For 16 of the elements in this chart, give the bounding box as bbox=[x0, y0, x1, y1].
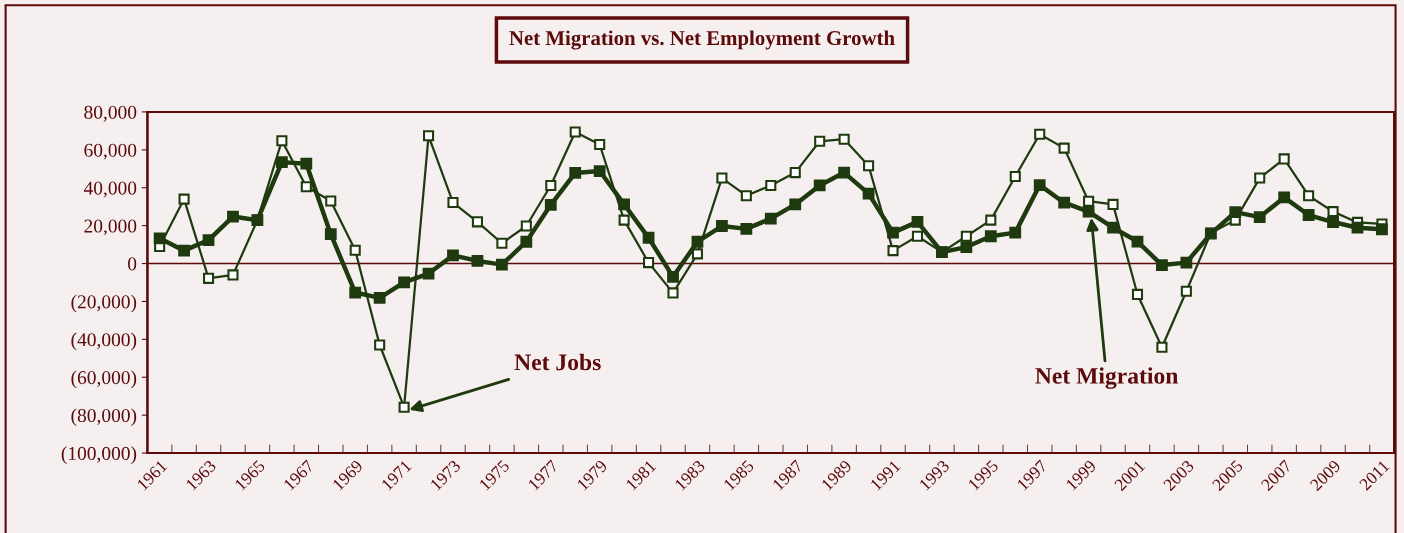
y-tick-label: (80,000) bbox=[71, 408, 137, 427]
chart-title: Net Migration vs. Net Employment Growth bbox=[509, 30, 895, 50]
y-tick-label: 20,000 bbox=[84, 219, 137, 236]
text: Net Migration bbox=[1035, 367, 1179, 389]
y-tick-label: (60,000) bbox=[71, 370, 137, 389]
y-tick-label: 80,000 bbox=[84, 105, 137, 122]
y-tick-label: (100,000) bbox=[61, 446, 137, 464]
x-tick-label: 1993 bbox=[918, 459, 951, 491]
y-tick-label: (20,000) bbox=[71, 294, 137, 313]
y-tick-label: (40,000) bbox=[71, 332, 137, 351]
text: Net Jobs bbox=[514, 353, 601, 371]
x-tick-label: 2011 bbox=[1358, 459, 1390, 491]
y-tick-label: 60,000 bbox=[84, 143, 137, 160]
x-tick-label: 1973 bbox=[429, 459, 462, 491]
y-tick-label: 40,000 bbox=[83, 181, 137, 198]
y-tick-label: 0 bbox=[128, 257, 137, 271]
